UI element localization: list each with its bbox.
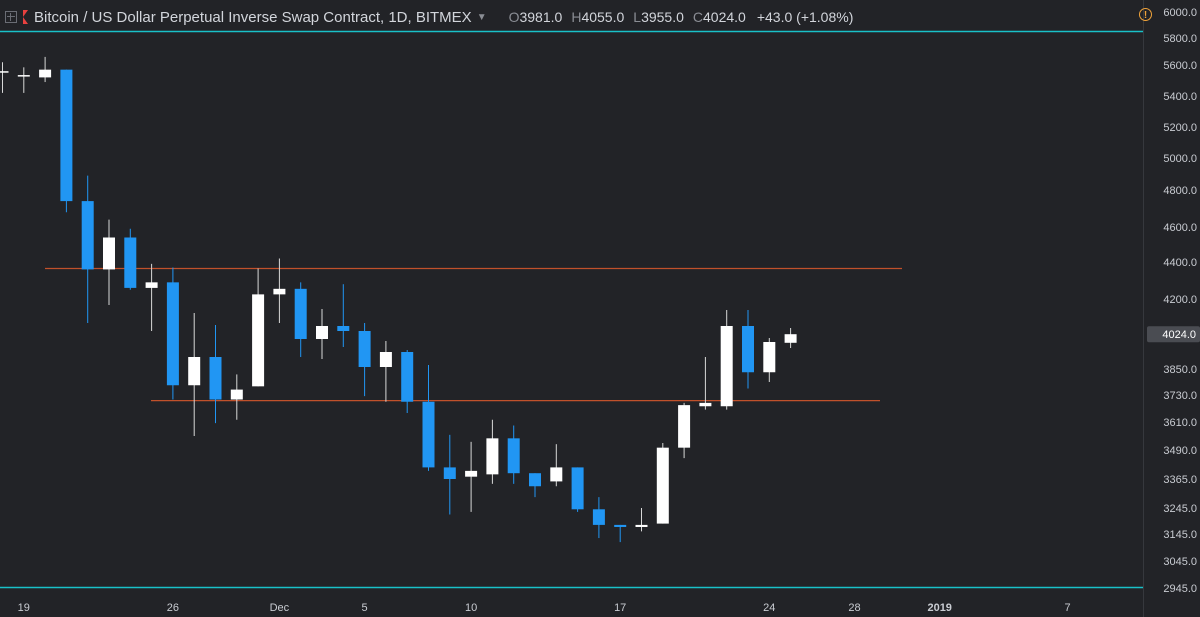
open-key: O xyxy=(508,9,520,25)
price-change: +43.0 (+1.08%) xyxy=(756,9,854,25)
time-tick-label: 24 xyxy=(763,602,775,614)
candle-body xyxy=(422,401,435,468)
low-value: 3955.0 xyxy=(641,9,684,25)
time-tick-label: Dec xyxy=(270,602,290,614)
time-axis[interactable]: 19 26 Dec 5 10 17 24 28 2019 7 xyxy=(18,602,1071,614)
candle-body xyxy=(294,288,307,339)
price-tick-label: 3365.0 xyxy=(1163,474,1197,486)
candle-body xyxy=(81,201,94,270)
close-key: C xyxy=(692,9,704,25)
price-tick-label: 3610.0 xyxy=(1163,417,1197,429)
candle-body xyxy=(742,326,754,373)
price-tick-label: 2945.0 xyxy=(1163,583,1197,595)
warning-icon[interactable]: ! xyxy=(1139,8,1152,21)
candle-body xyxy=(656,447,669,524)
candle-body xyxy=(316,326,328,339)
time-tick-label: 17 xyxy=(614,602,626,614)
price-tick-label: 5800.0 xyxy=(1163,33,1197,45)
candle-body xyxy=(763,342,776,373)
candles xyxy=(0,56,797,543)
price-tick-label: 4800.0 xyxy=(1163,185,1197,197)
price-tick-label: 3145.0 xyxy=(1163,529,1197,541)
candle-body xyxy=(784,334,797,343)
price-tick-label: 4400.0 xyxy=(1163,257,1197,269)
candle-body xyxy=(529,473,541,487)
candle-body xyxy=(145,282,158,288)
price-tick-label: 4200.0 xyxy=(1163,294,1197,306)
candle-body xyxy=(39,69,52,78)
candle-body xyxy=(337,326,350,331)
candle-body xyxy=(273,288,286,295)
candle-body xyxy=(614,524,627,527)
time-tick-label: 28 xyxy=(848,602,860,614)
candle-body xyxy=(252,294,265,387)
candle-body xyxy=(358,331,371,367)
chart-header: Bitcoin / US Dollar Perpetual Inverse Sw… xyxy=(0,0,1143,34)
candle-body xyxy=(486,438,499,475)
candle-body xyxy=(103,237,115,270)
candle-body xyxy=(60,69,73,202)
high-key: H xyxy=(571,9,582,25)
candle-body xyxy=(379,352,392,367)
candle-body xyxy=(699,402,712,407)
candle-body xyxy=(571,467,584,510)
candle-body xyxy=(0,71,9,73)
price-tick-label: 6000.0 xyxy=(1163,7,1197,19)
candle-body xyxy=(720,326,733,407)
candle-body xyxy=(230,389,243,400)
price-tick-label: 3245.0 xyxy=(1163,503,1197,515)
price-tick-label: 5400.0 xyxy=(1163,91,1197,103)
price-tick-label: 3490.0 xyxy=(1163,445,1197,457)
price-tick-label: 5000.0 xyxy=(1163,153,1197,165)
price-tick-label: 3850.0 xyxy=(1163,364,1197,376)
time-tick-label: 26 xyxy=(167,602,179,614)
price-tick-label: 3045.0 xyxy=(1163,556,1197,568)
candle-body xyxy=(17,75,30,77)
candle-body xyxy=(635,524,648,527)
expand-icon[interactable] xyxy=(5,11,17,23)
open-value: 3981.0 xyxy=(519,9,563,25)
candle-body xyxy=(465,470,478,477)
time-tick-label: 10 xyxy=(465,602,477,614)
candle-body xyxy=(401,352,414,402)
candle-body xyxy=(443,467,456,479)
high-value: 4055.0 xyxy=(581,9,625,25)
price-tick-label: 3730.0 xyxy=(1163,390,1197,402)
candle-body xyxy=(188,357,201,386)
price-tick-label: 5200.0 xyxy=(1163,122,1197,134)
last-price-marker xyxy=(1147,326,1200,343)
price-tick-label: 5600.0 xyxy=(1163,60,1197,72)
price-axis[interactable]: 6000.0 5800.0 5600.0 5400.0 5200.0 5000.0 4800… xyxy=(1147,7,1200,595)
candle-body xyxy=(166,282,179,386)
symbol-title[interactable]: Bitcoin / US Dollar Perpetual Inverse Sw… xyxy=(34,8,472,26)
candle-body xyxy=(550,467,563,482)
low-key: L xyxy=(633,9,642,25)
chart-lines xyxy=(0,0,1144,617)
candle-body xyxy=(678,405,691,448)
price-tick-label: 4600.0 xyxy=(1163,222,1197,234)
time-tick-label: 5 xyxy=(362,602,368,614)
exchange-flag-icon xyxy=(23,10,28,24)
candle-body xyxy=(124,237,137,288)
candle-body xyxy=(592,509,605,525)
time-tick-label: 2019 xyxy=(927,602,951,614)
last-price-label: 4024.0 xyxy=(1162,329,1196,341)
time-tick-label: 19 xyxy=(18,602,30,614)
candle-body xyxy=(209,357,222,400)
chevron-down-icon[interactable]: ▼ xyxy=(476,11,487,23)
candle-body xyxy=(507,438,520,474)
time-tick-label: 7 xyxy=(1064,602,1070,614)
close-value: 4024.0 xyxy=(703,9,746,25)
